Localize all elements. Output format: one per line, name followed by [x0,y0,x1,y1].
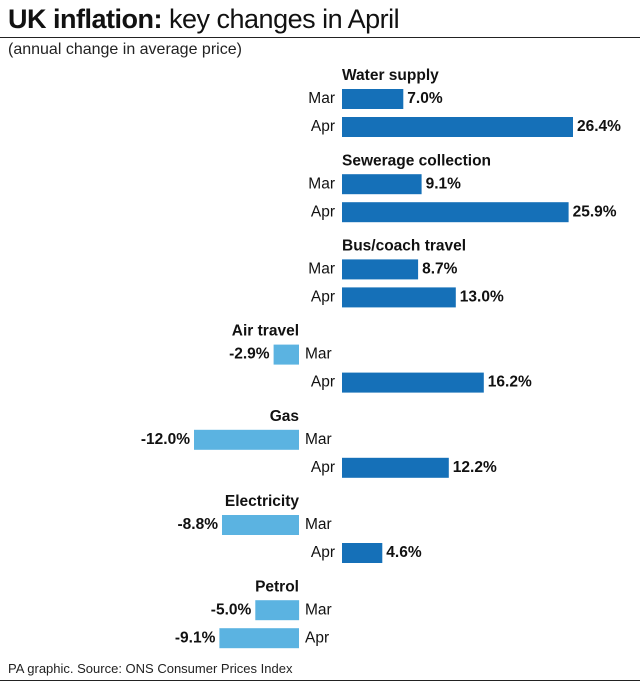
bar-mar [255,600,300,621]
value-label: 7.0% [407,90,443,107]
category-label: Bus/coach travel [342,237,466,254]
category-label: Water supply [342,67,439,84]
bar-apr [342,372,484,393]
bar-mar [342,259,419,280]
month-label: Mar [305,601,332,618]
source-note: PA graphic. Source: ONS Consumer Prices … [8,661,293,676]
bottom-divider [0,680,640,681]
value-label: 9.1% [426,175,462,192]
value-label: 25.9% [573,203,617,220]
month-label: Mar [305,346,332,363]
bar-mar [222,515,299,535]
month-label: Mar [308,175,335,192]
month-label: Apr [311,203,335,220]
bar-apr [342,457,449,478]
month-label: Mar [305,516,332,533]
bar-apr [342,202,569,223]
bar-apr [219,628,299,649]
category-label: Electricity [225,493,299,510]
value-label: -12.0% [141,431,190,448]
title-divider [0,37,640,38]
chart-title-light: key changes in April [169,4,400,34]
category-label: Air travel [232,323,299,340]
bar-apr [342,287,456,308]
month-label: Mar [308,90,335,107]
month-label: Apr [311,374,335,391]
value-label: -5.0% [211,601,252,618]
bar-mar [342,174,422,195]
value-label: -2.9% [229,346,270,363]
month-label: Mar [305,431,332,448]
bar-mar [342,89,404,109]
bar-mar [273,344,299,365]
category-label: Petrol [255,578,299,595]
value-label: 4.6% [386,544,422,561]
category-label: Sewerage collection [342,152,491,169]
month-label: Apr [311,459,335,476]
category-label: Gas [270,408,299,425]
chart-subtitle: (annual change in average price) [8,41,242,58]
month-label: Apr [311,118,335,135]
value-label: 12.2% [453,459,497,476]
value-label: -9.1% [175,629,216,646]
month-label: Apr [311,288,335,305]
value-label: 8.7% [422,260,458,277]
bar-apr [342,543,383,563]
bar-apr [342,117,573,137]
value-label: 13.0% [460,288,504,305]
chart-title: UK inflation: key changes in April [8,4,400,35]
month-label: Mar [308,260,335,277]
month-label: Apr [305,629,329,646]
month-label: Apr [311,544,335,561]
bar-mar [194,429,299,450]
value-label: 26.4% [577,118,621,135]
value-label: -8.8% [178,516,219,533]
chart-title-bold: UK inflation: [8,4,162,34]
value-label: 16.2% [488,374,532,391]
